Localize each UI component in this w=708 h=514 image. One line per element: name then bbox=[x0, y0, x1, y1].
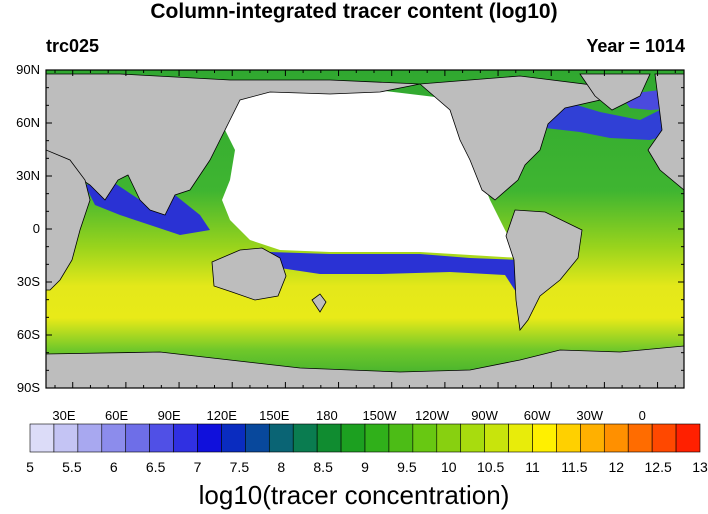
colorbar-swatch bbox=[580, 423, 605, 453]
lon-label: 30W bbox=[576, 408, 604, 423]
lon-label: 180 bbox=[316, 408, 338, 423]
colorbar-tick-label: 9.5 bbox=[397, 459, 417, 475]
colorbar-swatch bbox=[125, 423, 150, 453]
year-label: Year = 1014 bbox=[586, 36, 685, 56]
colorbar-swatch bbox=[245, 423, 270, 453]
antarctica bbox=[46, 345, 684, 388]
lat-label: 90N bbox=[16, 62, 40, 77]
colorbar-tick-label: 11.5 bbox=[561, 459, 588, 475]
colorbar-swatch bbox=[436, 423, 462, 453]
colorbar-tick-label: 5 bbox=[26, 459, 34, 475]
colorbar-swatch bbox=[268, 423, 294, 453]
colorbar-swatch bbox=[53, 423, 79, 453]
colorbar-swatch bbox=[197, 423, 222, 453]
tracer-name: trc025 bbox=[46, 36, 100, 56]
lat-label: 90S bbox=[16, 380, 40, 395]
colorbar-title: log10(tracer concentration) bbox=[198, 480, 510, 510]
lon-label: 150E bbox=[259, 408, 290, 423]
colorbar-tick-label: 6.5 bbox=[145, 459, 166, 475]
colorbar-swatch bbox=[340, 423, 366, 453]
lon-label: 150W bbox=[362, 408, 397, 423]
colorbar-swatch bbox=[627, 423, 653, 453]
lat-label: 60S bbox=[16, 327, 40, 342]
colorbar-swatch bbox=[532, 423, 557, 453]
map-ticks bbox=[46, 69, 684, 389]
colorbar bbox=[29, 423, 701, 453]
lat-label: 30N bbox=[16, 168, 40, 183]
colorbar-swatch bbox=[460, 423, 485, 453]
colorbar-tick-label: 11 bbox=[525, 459, 540, 475]
land-masses bbox=[46, 73, 684, 388]
colorbar-swatch bbox=[556, 423, 581, 453]
colorbar-swatch bbox=[77, 423, 103, 453]
map-title: Column-integrated tracer content (log10) bbox=[150, 0, 558, 23]
colorbar-swatch bbox=[484, 423, 509, 453]
colorbar-tick-label: 7 bbox=[193, 459, 202, 475]
lon-label: 90W bbox=[471, 408, 498, 423]
colorbar-swatch bbox=[292, 423, 318, 453]
colorbar-tick-label: 12.5 bbox=[644, 459, 672, 475]
eurasia bbox=[46, 73, 421, 216]
colorbar-swatch bbox=[364, 423, 390, 453]
africa bbox=[46, 149, 91, 291]
lat-label: 0 bbox=[32, 221, 40, 236]
colorbar-swatch bbox=[603, 423, 629, 453]
colorbar-swatch bbox=[221, 423, 246, 453]
lon-label: 30E bbox=[52, 408, 76, 423]
colorbar-tick-label: 12 bbox=[608, 459, 625, 475]
colorbar-swatch bbox=[149, 423, 174, 453]
colorbar-tick-label: 10.5 bbox=[477, 459, 505, 475]
lat-label: 60N bbox=[16, 115, 40, 130]
colorbar-tick-label: 7.5 bbox=[229, 459, 250, 475]
colorbar-tick-label: 5.5 bbox=[62, 459, 82, 475]
colorbar-swatch bbox=[651, 423, 677, 453]
lon-label: 0 bbox=[638, 408, 646, 423]
colorbar-swatch bbox=[508, 423, 533, 453]
pacific-no-data-region bbox=[220, 88, 520, 258]
colorbar-swatch bbox=[29, 423, 55, 453]
australia bbox=[211, 247, 287, 301]
lon-label: 120W bbox=[415, 408, 449, 423]
colorbar-swatch bbox=[412, 423, 438, 453]
lon-label: 60E bbox=[104, 408, 129, 423]
colorbar-swatch bbox=[173, 423, 198, 453]
colorbar-tick-label: 9 bbox=[361, 459, 369, 475]
colorbar-tick-label: 8.5 bbox=[313, 459, 333, 475]
colorbar-tick-label: 8 bbox=[277, 459, 286, 475]
colorbar-swatch bbox=[101, 423, 127, 453]
colorbar-tick-label: 6 bbox=[109, 459, 118, 475]
south-america bbox=[505, 209, 583, 331]
lon-label: 120E bbox=[206, 408, 237, 423]
new-zealand bbox=[311, 293, 327, 313]
colorbar-swatch bbox=[316, 423, 342, 453]
low-band-equatorial-pacific bbox=[270, 252, 520, 295]
colorbar-tick-label: 10 bbox=[440, 459, 457, 475]
lat-label: 30S bbox=[16, 274, 40, 289]
colorbar-swatch bbox=[675, 423, 701, 453]
greenland bbox=[579, 73, 651, 111]
lon-label: 60W bbox=[523, 408, 551, 423]
colorbar-tick-label: 13 bbox=[692, 459, 708, 475]
lon-label: 90E bbox=[157, 408, 181, 423]
europe-northwest bbox=[647, 73, 684, 191]
colorbar-swatch bbox=[388, 423, 414, 453]
map-area bbox=[46, 70, 684, 388]
